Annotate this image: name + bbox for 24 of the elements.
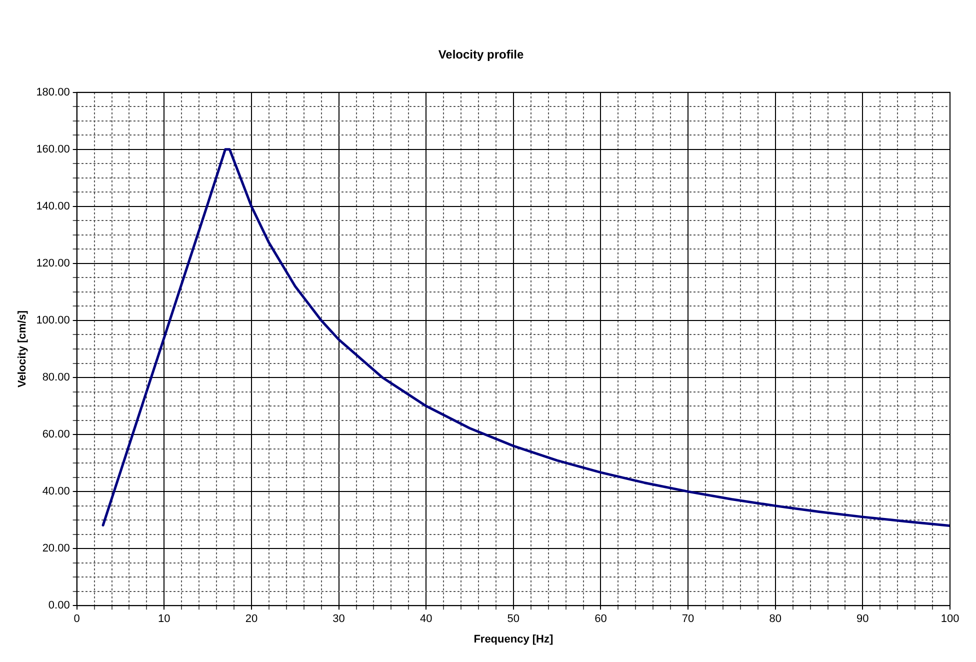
y-tick-label: 20.00 xyxy=(42,542,70,555)
x-tick-label: 20 xyxy=(245,613,258,626)
y-tick-label: 40.00 xyxy=(42,486,70,498)
x-tick-label: 50 xyxy=(507,613,520,626)
x-tick-label: 10 xyxy=(158,613,170,626)
y-tick-label: 160.00 xyxy=(36,143,70,156)
y-axis-title: Velocity [cm/s] xyxy=(16,310,29,388)
y-tick-label: 140.00 xyxy=(36,200,70,212)
y-tick-label: 0.00 xyxy=(48,600,70,612)
y-tick-label: 80.00 xyxy=(42,372,70,384)
x-tick-label: 80 xyxy=(769,613,782,626)
y-tick-label: 120.00 xyxy=(36,258,70,270)
x-tick-label: 60 xyxy=(594,613,607,626)
x-tick-label: 30 xyxy=(332,613,345,626)
x-tick-label: 90 xyxy=(856,613,869,626)
x-tick-label: 0 xyxy=(74,613,80,626)
chart-title: Velocity profile xyxy=(438,48,524,62)
x-tick-label: 40 xyxy=(420,613,432,626)
x-tick-label: 100 xyxy=(940,613,960,626)
y-tick-label: 60.00 xyxy=(42,428,70,441)
x-tick-label: 70 xyxy=(682,613,694,626)
y-tick-label: 180.00 xyxy=(36,86,70,98)
y-tick-label: 100.00 xyxy=(36,314,70,327)
x-axis-title: Frequency [Hz] xyxy=(474,633,554,646)
